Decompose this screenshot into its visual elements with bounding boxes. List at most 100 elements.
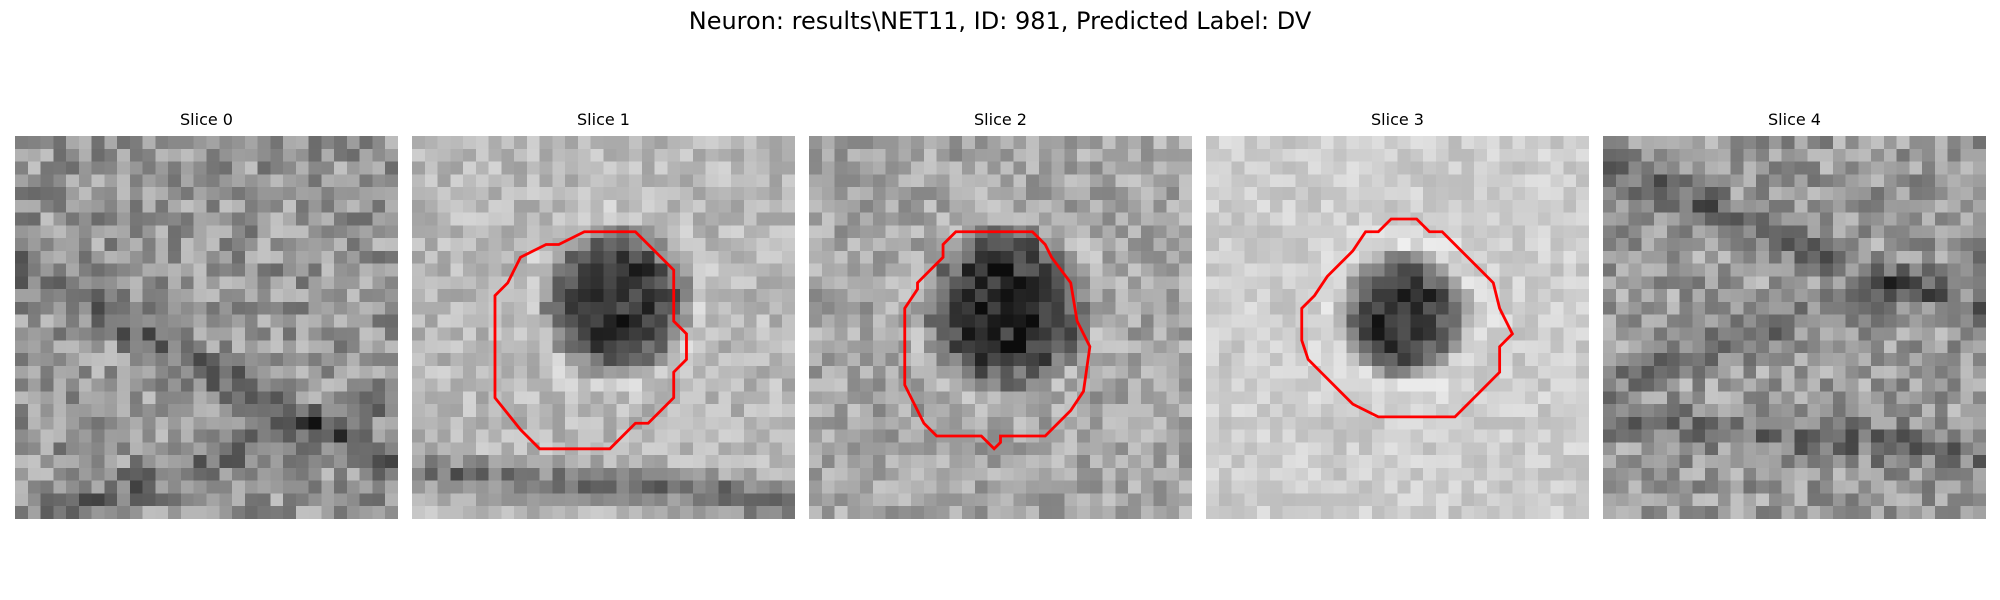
pixel xyxy=(142,199,156,213)
pixel xyxy=(104,455,118,469)
pixel xyxy=(718,506,732,519)
pixel xyxy=(295,250,309,264)
pixel xyxy=(1384,467,1398,481)
pixel xyxy=(1486,480,1500,494)
pixel xyxy=(949,353,963,367)
pixel xyxy=(680,276,694,290)
pixel xyxy=(104,148,118,162)
pixel xyxy=(1166,378,1180,392)
pixel xyxy=(450,365,464,379)
pixel xyxy=(769,365,783,379)
pixel xyxy=(27,353,41,367)
pixel xyxy=(1654,212,1668,226)
pixel xyxy=(1397,289,1411,303)
pixel xyxy=(743,416,757,430)
pixel xyxy=(898,148,912,162)
pixel xyxy=(809,365,823,379)
pixel xyxy=(475,493,489,507)
pixel xyxy=(206,174,220,188)
pixel xyxy=(1448,442,1462,456)
pixel xyxy=(654,493,668,507)
pixel xyxy=(1794,225,1808,239)
pixel xyxy=(104,340,118,354)
pixel xyxy=(1269,250,1283,264)
pixel xyxy=(1269,340,1283,354)
pixel xyxy=(117,289,131,303)
pixel xyxy=(1563,404,1577,418)
pixel xyxy=(1089,212,1103,226)
pixel xyxy=(834,353,848,367)
pixel xyxy=(1603,276,1617,290)
pixel xyxy=(872,378,886,392)
pixel xyxy=(1845,314,1859,328)
pixel xyxy=(308,301,322,315)
pixel xyxy=(1730,340,1744,354)
pixel xyxy=(1960,429,1974,443)
pixel xyxy=(1295,174,1309,188)
pixel xyxy=(232,429,246,443)
pixel xyxy=(680,429,694,443)
pixel xyxy=(219,212,233,226)
pixel xyxy=(514,455,528,469)
pixel xyxy=(1026,467,1040,481)
pixel xyxy=(334,327,348,341)
pixel xyxy=(475,161,489,175)
pixel xyxy=(1179,442,1192,456)
pixel xyxy=(168,442,182,456)
pixel xyxy=(308,416,322,430)
pixel xyxy=(206,136,220,150)
pixel xyxy=(232,301,246,315)
pixel xyxy=(1922,429,1936,443)
pixel xyxy=(974,493,988,507)
pixel xyxy=(1871,225,1885,239)
pixel xyxy=(1295,391,1309,405)
pixel xyxy=(359,187,373,201)
pixel xyxy=(1269,276,1283,290)
pixel xyxy=(40,250,54,264)
pixel xyxy=(1397,429,1411,443)
pixel xyxy=(769,289,783,303)
pixel xyxy=(1371,212,1385,226)
pixel xyxy=(1654,250,1668,264)
pixel xyxy=(1474,353,1488,367)
pixel xyxy=(1654,276,1668,290)
pixel xyxy=(1333,429,1347,443)
pixel xyxy=(372,378,386,392)
pixel xyxy=(1077,148,1091,162)
pixel xyxy=(40,225,54,239)
pixel xyxy=(66,289,80,303)
pixel xyxy=(1858,327,1872,341)
pixel xyxy=(244,199,258,213)
pixel xyxy=(923,212,937,226)
pixel xyxy=(1295,161,1309,175)
pixel xyxy=(1679,174,1693,188)
pixel xyxy=(1423,174,1437,188)
pixel xyxy=(1064,391,1078,405)
pixel xyxy=(936,136,950,150)
pixel xyxy=(15,404,29,418)
pixel xyxy=(1295,429,1309,443)
pixel xyxy=(590,161,604,175)
pixel xyxy=(53,238,67,252)
pixel xyxy=(219,289,233,303)
pixel xyxy=(1244,480,1258,494)
pixel xyxy=(1947,136,1961,150)
pixel xyxy=(1563,416,1577,430)
pixel xyxy=(1000,263,1014,277)
pixel xyxy=(1832,199,1846,213)
pixel xyxy=(1563,467,1577,481)
pixel xyxy=(1333,148,1347,162)
pixel xyxy=(577,480,591,494)
pixel xyxy=(346,187,360,201)
pixel xyxy=(1140,212,1154,226)
pixel xyxy=(1000,301,1014,315)
pixel xyxy=(1423,250,1437,264)
pixel xyxy=(731,199,745,213)
pixel xyxy=(1615,365,1629,379)
pixel xyxy=(1282,404,1296,418)
pixel xyxy=(1871,136,1885,150)
pixel xyxy=(641,506,655,519)
pixel xyxy=(962,161,976,175)
pixel xyxy=(334,506,348,519)
pixel xyxy=(412,365,426,379)
